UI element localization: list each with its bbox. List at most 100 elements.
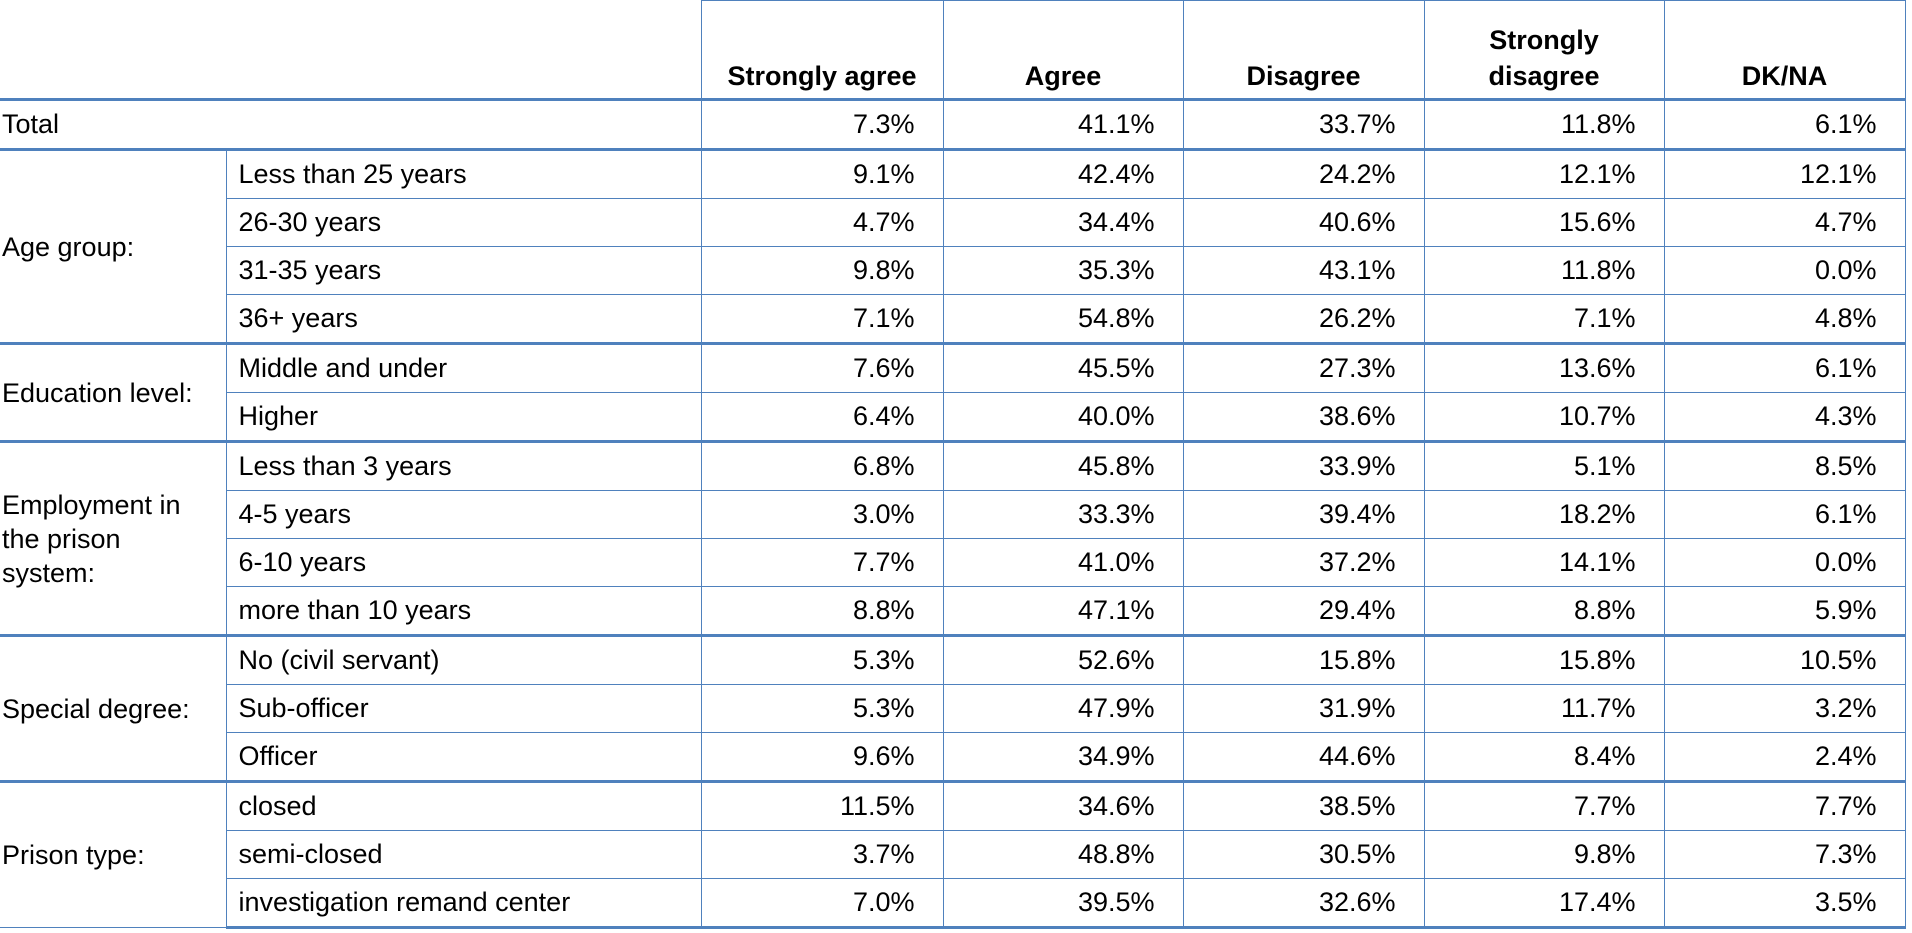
data-row: Higher 6.4% 40.0% 38.6% 10.7% 4.3% bbox=[0, 392, 1906, 443]
data-row: Education level: Middle and under 7.6% 45.5… bbox=[0, 342, 1906, 442]
value-cell: 7.7% bbox=[1663, 780, 1906, 831]
value-cell: 11.5% bbox=[700, 780, 944, 831]
value-cell: 7.1% bbox=[1423, 294, 1665, 345]
data-row: semi-closed 3.7% 48.8% 30.5% 9.8% 7.3% bbox=[0, 830, 1906, 879]
row-label: 4-5 years bbox=[225, 490, 702, 539]
value-cell: 15.6% bbox=[1423, 198, 1665, 247]
row-label: Less than 25 years bbox=[225, 148, 702, 199]
total-label: Total bbox=[0, 98, 702, 151]
column-header: Strongly agree bbox=[700, 0, 944, 100]
data-row: 26-30 years 4.7% 34.4% 40.6% 15.6% 4.7% bbox=[0, 198, 1906, 247]
value-cell: 8.4% bbox=[1423, 732, 1665, 783]
data-row: investigation remand center 7.0% 39.5% 32.6… bbox=[0, 878, 1906, 929]
value-cell: 24.2% bbox=[1182, 148, 1425, 199]
value-cell: 0.0% bbox=[1663, 246, 1906, 295]
value-cell: 34.6% bbox=[942, 780, 1184, 831]
value-cell: 47.1% bbox=[942, 586, 1184, 637]
value-cell: 10.5% bbox=[1663, 634, 1906, 685]
row-label: 26-30 years bbox=[225, 198, 702, 247]
group-label: Education level: bbox=[0, 342, 227, 442]
value-cell: 34.4% bbox=[942, 198, 1184, 247]
value-cell: 9.8% bbox=[700, 246, 944, 295]
corner-cell bbox=[0, 0, 702, 100]
value-cell: 4.7% bbox=[1663, 198, 1906, 247]
data-row: Age group: Less than 25 years 9.1% 42.4% 24.… bbox=[0, 148, 1906, 344]
row-label: investigation remand center bbox=[225, 878, 702, 929]
value-cell: 35.3% bbox=[942, 246, 1184, 295]
value-cell: 4.3% bbox=[1663, 392, 1906, 443]
data-row: Sub-officer 5.3% 47.9% 31.9% 11.7% 3.2% bbox=[0, 684, 1906, 733]
value-cell: 7.7% bbox=[700, 538, 944, 587]
table-body: Total 7.3% 41.1% 33.7% 11.8% 6.1% Age group: Le… bbox=[0, 98, 1906, 929]
row-label: Officer bbox=[225, 732, 702, 783]
value-cell: 45.5% bbox=[942, 342, 1184, 393]
value-cell: 34.9% bbox=[942, 732, 1184, 783]
value-cell: 44.6% bbox=[1182, 732, 1425, 783]
group-label: Special degree: bbox=[0, 634, 227, 782]
row-label: 31-35 years bbox=[225, 246, 702, 295]
data-row: 36+ years 7.1% 54.8% 26.2% 7.1% 4.8% bbox=[0, 294, 1906, 345]
value-cell: 41.0% bbox=[942, 538, 1184, 587]
value-cell: 39.4% bbox=[1182, 490, 1425, 539]
value-cell: 13.6% bbox=[1423, 342, 1665, 393]
value-cell: 54.8% bbox=[942, 294, 1184, 345]
value-cell: 17.4% bbox=[1423, 878, 1665, 929]
value-cell: 33.3% bbox=[942, 490, 1184, 539]
value-cell: 4.8% bbox=[1663, 294, 1906, 345]
value-cell: 26.2% bbox=[1182, 294, 1425, 345]
value-cell: 6.1% bbox=[1663, 490, 1906, 539]
value-cell: 9.1% bbox=[700, 148, 944, 199]
row-label: 6-10 years bbox=[225, 538, 702, 587]
data-row: 31-35 years 9.8% 35.3% 43.1% 11.8% 0.0% bbox=[0, 246, 1906, 295]
value-cell: 9.8% bbox=[1423, 830, 1665, 879]
row-label: closed bbox=[225, 780, 702, 831]
value-cell: 48.8% bbox=[942, 830, 1184, 879]
value-cell: 0.0% bbox=[1663, 538, 1906, 587]
value-cell: 9.6% bbox=[700, 732, 944, 783]
value-cell: 41.1% bbox=[942, 98, 1184, 151]
column-header: Agree bbox=[942, 0, 1184, 100]
value-cell: 12.1% bbox=[1663, 148, 1906, 199]
column-header: Strongly disagree bbox=[1423, 0, 1665, 100]
group-label: Employment in the prison system: bbox=[0, 440, 227, 636]
row-label: 36+ years bbox=[225, 294, 702, 345]
value-cell: 11.8% bbox=[1423, 98, 1665, 151]
value-cell: 6.8% bbox=[700, 440, 944, 491]
value-cell: 37.2% bbox=[1182, 538, 1425, 587]
value-cell: 11.8% bbox=[1423, 246, 1665, 295]
row-label: Middle and under bbox=[225, 342, 702, 393]
value-cell: 5.9% bbox=[1663, 586, 1906, 637]
value-cell: 5.1% bbox=[1423, 440, 1665, 491]
value-cell: 6.1% bbox=[1663, 98, 1906, 151]
value-cell: 27.3% bbox=[1182, 342, 1425, 393]
value-cell: 29.4% bbox=[1182, 586, 1425, 637]
value-cell: 7.3% bbox=[1663, 830, 1906, 879]
value-cell: 10.7% bbox=[1423, 392, 1665, 443]
value-cell: 32.6% bbox=[1182, 878, 1425, 929]
data-row: more than 10 years 8.8% 47.1% 29.4% 8.8% 5.9% bbox=[0, 586, 1906, 637]
value-cell: 40.6% bbox=[1182, 198, 1425, 247]
value-cell: 3.0% bbox=[700, 490, 944, 539]
value-cell: 8.8% bbox=[1423, 586, 1665, 637]
value-cell: 12.1% bbox=[1423, 148, 1665, 199]
value-cell: 7.3% bbox=[700, 98, 944, 151]
row-label: Higher bbox=[225, 392, 702, 443]
value-cell: 11.7% bbox=[1423, 684, 1665, 733]
value-cell: 3.5% bbox=[1663, 878, 1906, 929]
value-cell: 47.9% bbox=[942, 684, 1184, 733]
data-row: Employment in the prison system: Less tha… bbox=[0, 440, 1906, 636]
value-cell: 14.1% bbox=[1423, 538, 1665, 587]
column-header: Disagree bbox=[1182, 0, 1425, 100]
value-cell: 31.9% bbox=[1182, 684, 1425, 733]
value-cell: 2.4% bbox=[1663, 732, 1906, 783]
value-cell: 6.1% bbox=[1663, 342, 1906, 393]
group-label: Prison type: bbox=[0, 780, 227, 928]
value-cell: 43.1% bbox=[1182, 246, 1425, 295]
total-row: Total 7.3% 41.1% 33.7% 11.8% 6.1% bbox=[0, 98, 1906, 151]
value-cell: 8.5% bbox=[1663, 440, 1906, 491]
row-label: Less than 3 years bbox=[225, 440, 702, 491]
row-label: Sub-officer bbox=[225, 684, 702, 733]
row-label: more than 10 years bbox=[225, 586, 702, 637]
